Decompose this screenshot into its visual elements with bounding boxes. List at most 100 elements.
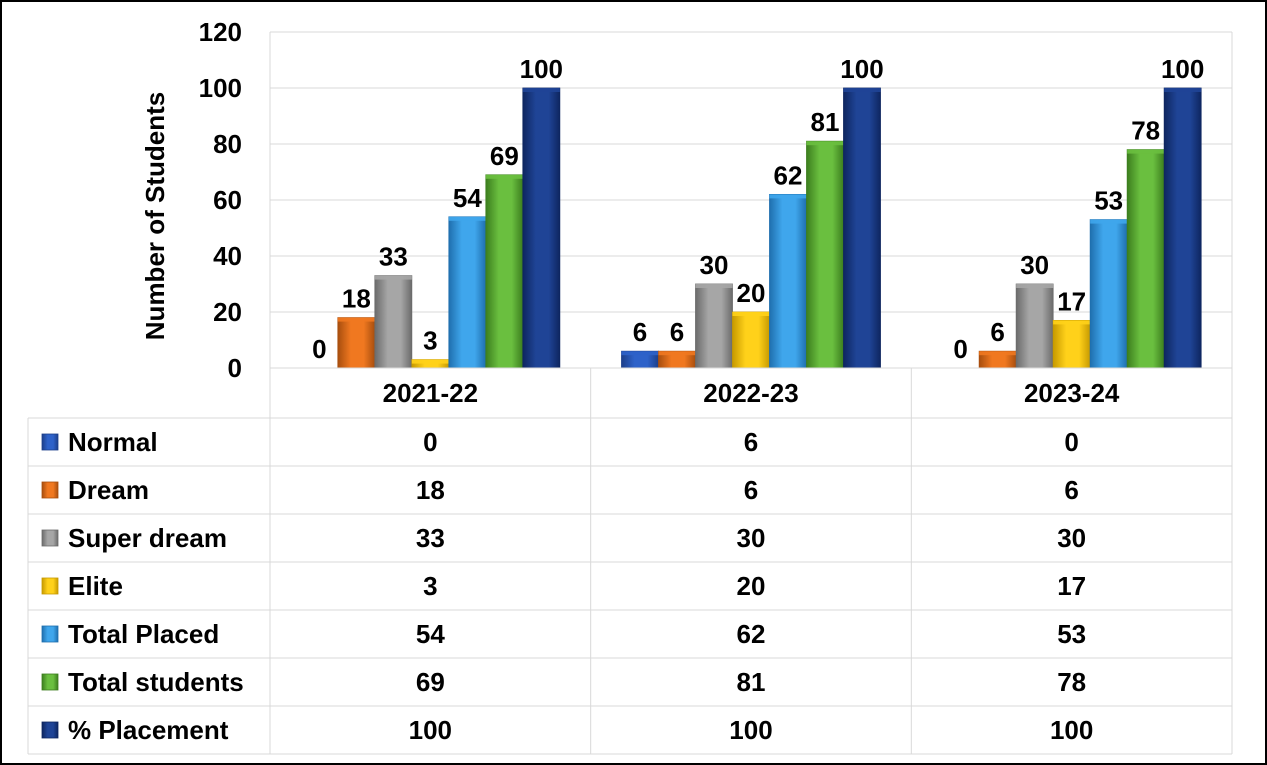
bar: [769, 193, 807, 369]
bar-top: [695, 284, 733, 288]
legend-key: [41, 721, 59, 739]
legend-label: Super dream: [68, 523, 227, 553]
data-label: 17: [1057, 286, 1086, 316]
data-label: 54: [453, 183, 482, 213]
table-cell: 6: [1064, 475, 1078, 505]
data-label: 33: [379, 242, 408, 272]
y-axis-label: Number of Students: [140, 92, 170, 340]
table-cell: 53: [1057, 619, 1086, 649]
bar-top: [374, 275, 412, 280]
bar: [1163, 87, 1202, 369]
y-tick-label: 20: [213, 297, 242, 327]
data-label: 30: [700, 250, 729, 280]
data-label: 100: [840, 54, 883, 84]
bar: [1126, 149, 1165, 369]
data-label: 18: [342, 284, 371, 314]
bar-top: [806, 141, 844, 146]
bar: [337, 317, 376, 369]
legend-label: % Placement: [68, 715, 229, 745]
y-tick-label: 40: [213, 241, 242, 271]
data-label: 30: [1020, 250, 1049, 280]
bar-top: [658, 351, 696, 356]
table-cell: 54: [416, 619, 445, 649]
legend-label: Total students: [68, 667, 244, 697]
data-table: 2021-22 2022-23 2023-24 Normal 0 6 0 Dream 18 6 6 S…: [27, 367, 1233, 755]
table-cell: 6: [744, 427, 758, 457]
legend-label: Elite: [68, 571, 123, 601]
category-label: 2021-22: [383, 378, 478, 408]
table-cell: 6: [744, 475, 758, 505]
data-label: 6: [633, 317, 647, 347]
data-label: 69: [490, 141, 519, 171]
bar: [806, 140, 844, 369]
category-label: 2023-24: [1024, 378, 1120, 408]
bar: [843, 87, 881, 369]
table-cell: 20: [737, 571, 766, 601]
bar: [448, 216, 487, 369]
data-label: 81: [811, 107, 840, 137]
legend-key: [41, 529, 59, 547]
bar: [1052, 319, 1091, 369]
bar-top: [1016, 284, 1054, 288]
data-label: 20: [737, 278, 766, 308]
bar-top: [485, 174, 523, 179]
category-label: 2022-23: [703, 378, 798, 408]
table-cell: 30: [1057, 523, 1086, 553]
data-label: 0: [312, 334, 326, 364]
table-cell: 69: [416, 667, 445, 697]
y-tick-label: 100: [199, 73, 242, 103]
table-cell: 33: [416, 523, 445, 553]
table-cell: 18: [416, 475, 445, 505]
data-label: 6: [990, 317, 1004, 347]
data-label: 100: [1161, 54, 1204, 84]
bar-top: [732, 312, 770, 316]
legend-label: Total Placed: [68, 619, 219, 649]
legend-key: [41, 433, 59, 451]
legend-key: [41, 481, 59, 499]
data-label: 62: [774, 160, 803, 190]
bar: [522, 87, 561, 369]
bar-top: [1053, 320, 1091, 325]
y-tick-label: 0: [228, 353, 242, 383]
bar-top: [411, 359, 449, 364]
table-cell: 78: [1057, 667, 1086, 697]
legend-label: Dream: [68, 475, 149, 505]
bar-top: [621, 351, 659, 356]
data-label: 3: [423, 326, 437, 356]
data-label: 100: [520, 54, 563, 84]
table-cell: 100: [729, 715, 772, 745]
bar-top: [448, 216, 486, 221]
y-tick-label: 80: [213, 129, 242, 159]
legend-label: Normal: [68, 427, 158, 457]
table-cell: 81: [737, 667, 766, 697]
table-cell: 3: [423, 571, 437, 601]
bar-top: [769, 194, 807, 199]
data-label: 78: [1131, 116, 1160, 146]
legend-key: [41, 673, 59, 691]
table-cell: 0: [1064, 427, 1078, 457]
legend-key: [41, 625, 59, 643]
bar: [374, 275, 413, 369]
bar: [695, 283, 733, 369]
y-axis: 0 20 40 60 80 100 120: [199, 17, 242, 383]
bar: [485, 174, 524, 369]
data-label: 0: [953, 334, 967, 364]
gridlines: [269, 31, 1233, 369]
table-cell: 62: [737, 619, 766, 649]
table-cell: 0: [423, 427, 437, 457]
y-tick-label: 120: [199, 17, 242, 47]
table-cell: 17: [1057, 571, 1086, 601]
data-label: 53: [1094, 186, 1123, 216]
bar-top: [843, 88, 881, 92]
bar-top: [337, 317, 375, 322]
bars: [337, 87, 1202, 369]
table-cell: 100: [409, 715, 452, 745]
bar: [732, 311, 770, 369]
bar: [1015, 283, 1054, 369]
bar: [1089, 219, 1128, 369]
table-cell: 30: [737, 523, 766, 553]
bar-top: [522, 88, 560, 92]
table-cell: 100: [1050, 715, 1093, 745]
